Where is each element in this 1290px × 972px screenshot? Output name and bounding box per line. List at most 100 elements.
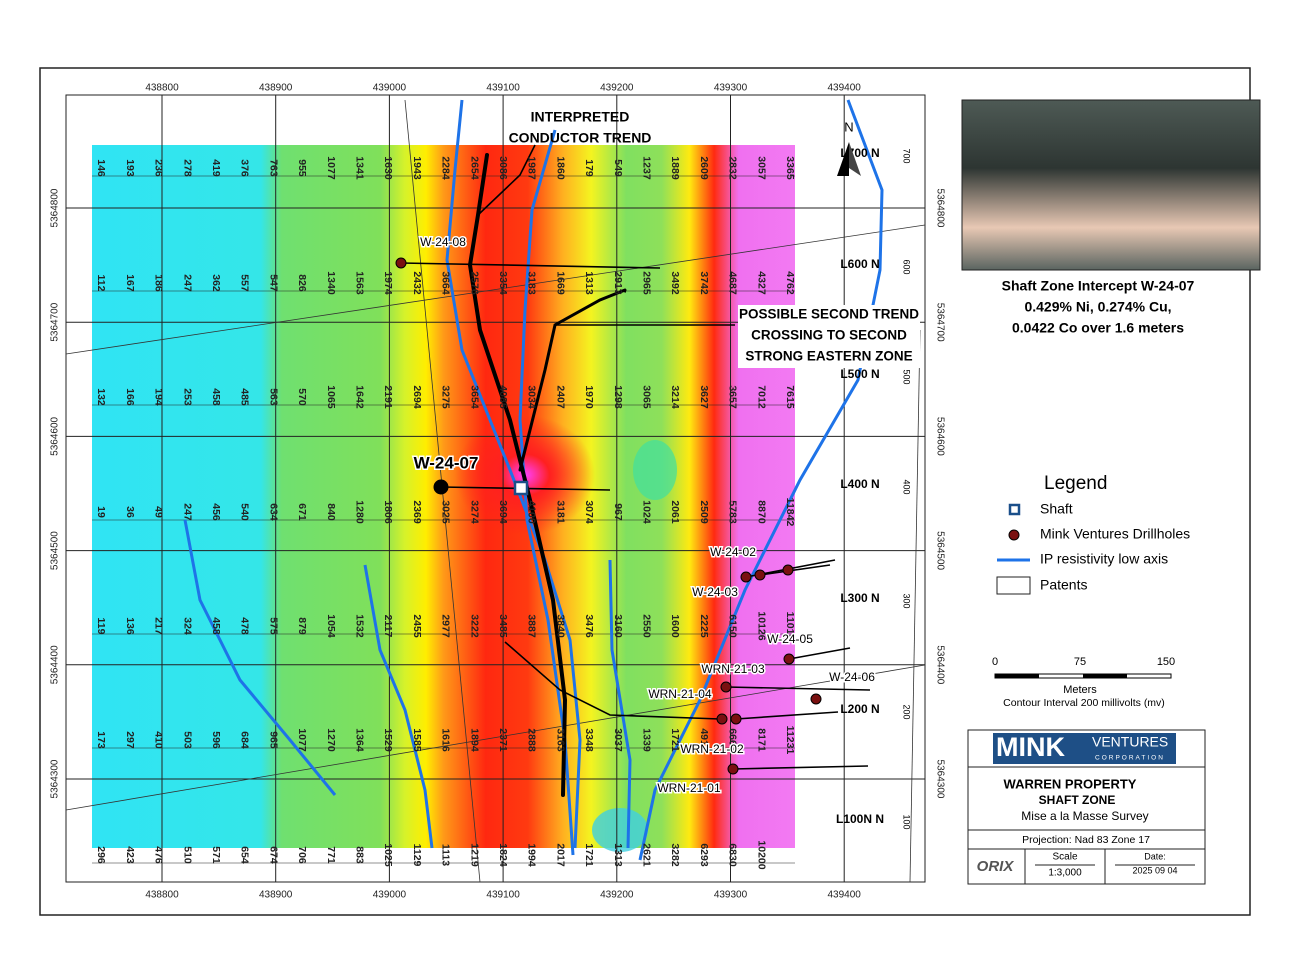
station-label: 700: [902, 148, 912, 163]
low-zone: [633, 440, 677, 500]
survey-value: 2371: [497, 728, 509, 752]
survey-value: 3654: [468, 385, 480, 409]
annotation-box: [738, 305, 920, 368]
survey-value: 1630: [382, 156, 394, 180]
survey-value: 3627: [698, 385, 710, 409]
survey-value: 1721: [583, 843, 595, 867]
drillhole-label: W-24-06: [829, 670, 875, 684]
line-label: L200 N: [840, 702, 879, 716]
legend-symbol: [1008, 503, 1021, 516]
survey-value: 1563: [354, 271, 366, 295]
survey-value: 2509: [698, 500, 710, 524]
survey-value: 253: [181, 388, 193, 406]
survey-value: 2225: [698, 614, 710, 638]
survey-value: 1806: [382, 500, 394, 524]
survey-value: 6830: [727, 843, 739, 867]
patent-line: [909, 329, 921, 883]
survey-value: 166: [124, 388, 136, 406]
survey-value: 1313: [612, 843, 624, 867]
survey-value: 8171: [755, 728, 767, 752]
survey-value: 2965: [641, 271, 653, 295]
northing-label: 5364500: [50, 531, 61, 570]
drillhole-label: W-24-08: [420, 235, 466, 249]
conductor-line: [467, 153, 568, 797]
survey-value: 247: [181, 274, 193, 292]
drillhole: [783, 653, 795, 665]
ip-axis: [608, 559, 632, 849]
survey-value: 296: [95, 846, 107, 864]
survey-value: 1642: [354, 385, 366, 409]
survey-value: 3476: [583, 614, 595, 638]
legend-item: Mink Ventures Drillholes: [1040, 526, 1190, 542]
survey-value: 510: [181, 846, 193, 864]
station-label: 600: [902, 259, 912, 274]
survey-value: 2913: [612, 271, 624, 295]
page-frame: [39, 67, 1251, 916]
survey-value: 4085: [497, 385, 509, 409]
survey-value: 7615: [784, 385, 796, 409]
survey-value: 3840: [554, 614, 566, 638]
photo-caption: Shaft Zone Intercept W-24-07: [1002, 278, 1195, 294]
survey-value: 6293: [698, 843, 710, 867]
station-label: 400: [902, 479, 912, 494]
survey-value: 6150: [727, 614, 739, 638]
survey-value: 2284: [440, 156, 452, 180]
shaft-marker: [513, 480, 529, 496]
survey-value: 4327: [755, 271, 767, 295]
station-label: 100: [902, 814, 912, 829]
drillhole: [754, 569, 766, 581]
survey-value: 575: [267, 617, 279, 635]
survey-value: 3365: [784, 156, 796, 180]
survey-value: 458: [210, 617, 222, 635]
survey-value: 3160: [612, 614, 624, 638]
easting-label: 438900: [259, 890, 293, 901]
easting-label: 439200: [600, 890, 634, 901]
easting-label: 439300: [714, 890, 748, 901]
survey-value: 771: [325, 846, 337, 864]
survey-value: 11231: [784, 726, 796, 755]
survey-value: 883: [354, 846, 366, 864]
north-arrow: [849, 142, 861, 176]
survey-value: 419: [210, 159, 222, 177]
survey-value: 879: [296, 617, 308, 635]
survey-value: 3492: [669, 271, 681, 295]
survey-value: 1364: [354, 728, 366, 752]
survey-value: 503: [181, 731, 193, 749]
survey-value: 1113: [440, 844, 452, 866]
survey-value: 3222: [468, 614, 480, 638]
drillhole: [395, 257, 407, 269]
scale-label: Scale: [1052, 852, 1077, 863]
survey-value: 1616: [440, 728, 452, 752]
survey-value: 1340: [325, 271, 337, 295]
core-photo: [961, 99, 1261, 271]
survey-value: 3664: [440, 271, 452, 295]
easting-label: 439000: [373, 83, 407, 94]
north-arrow: [837, 142, 849, 176]
survey-value: 112: [95, 275, 107, 292]
northing-label: 5364300: [50, 759, 61, 798]
title-block: [967, 729, 1206, 885]
survey-value: 3694: [497, 500, 509, 524]
survey-value: 1894: [468, 728, 480, 752]
northing-label: 5364600: [934, 417, 945, 456]
survey-value: 547: [267, 274, 279, 292]
survey-value: 674: [267, 846, 279, 864]
survey-value: 456: [210, 503, 222, 521]
ip-axis: [183, 519, 337, 796]
easting-label: 439100: [486, 890, 520, 901]
survey-value: 2576: [468, 271, 480, 295]
easting-label: 438800: [145, 83, 179, 94]
survey-value: 476: [153, 846, 165, 864]
survey-value: 1077: [296, 728, 308, 752]
survey-value: 167: [124, 274, 136, 292]
annotation: CROSSING TO SECOND: [751, 328, 907, 343]
survey-value: 2191: [382, 385, 394, 409]
survey-value: 173: [95, 731, 107, 749]
drillhole-label: WRN-21-04: [648, 687, 712, 701]
survey-value: 1077: [325, 156, 337, 180]
survey-value: 654: [239, 846, 251, 864]
projection: Projection: Nad 83 Zone 17: [1022, 834, 1150, 846]
survey-value: 571: [210, 846, 222, 864]
northing-label: 5364800: [934, 189, 945, 228]
